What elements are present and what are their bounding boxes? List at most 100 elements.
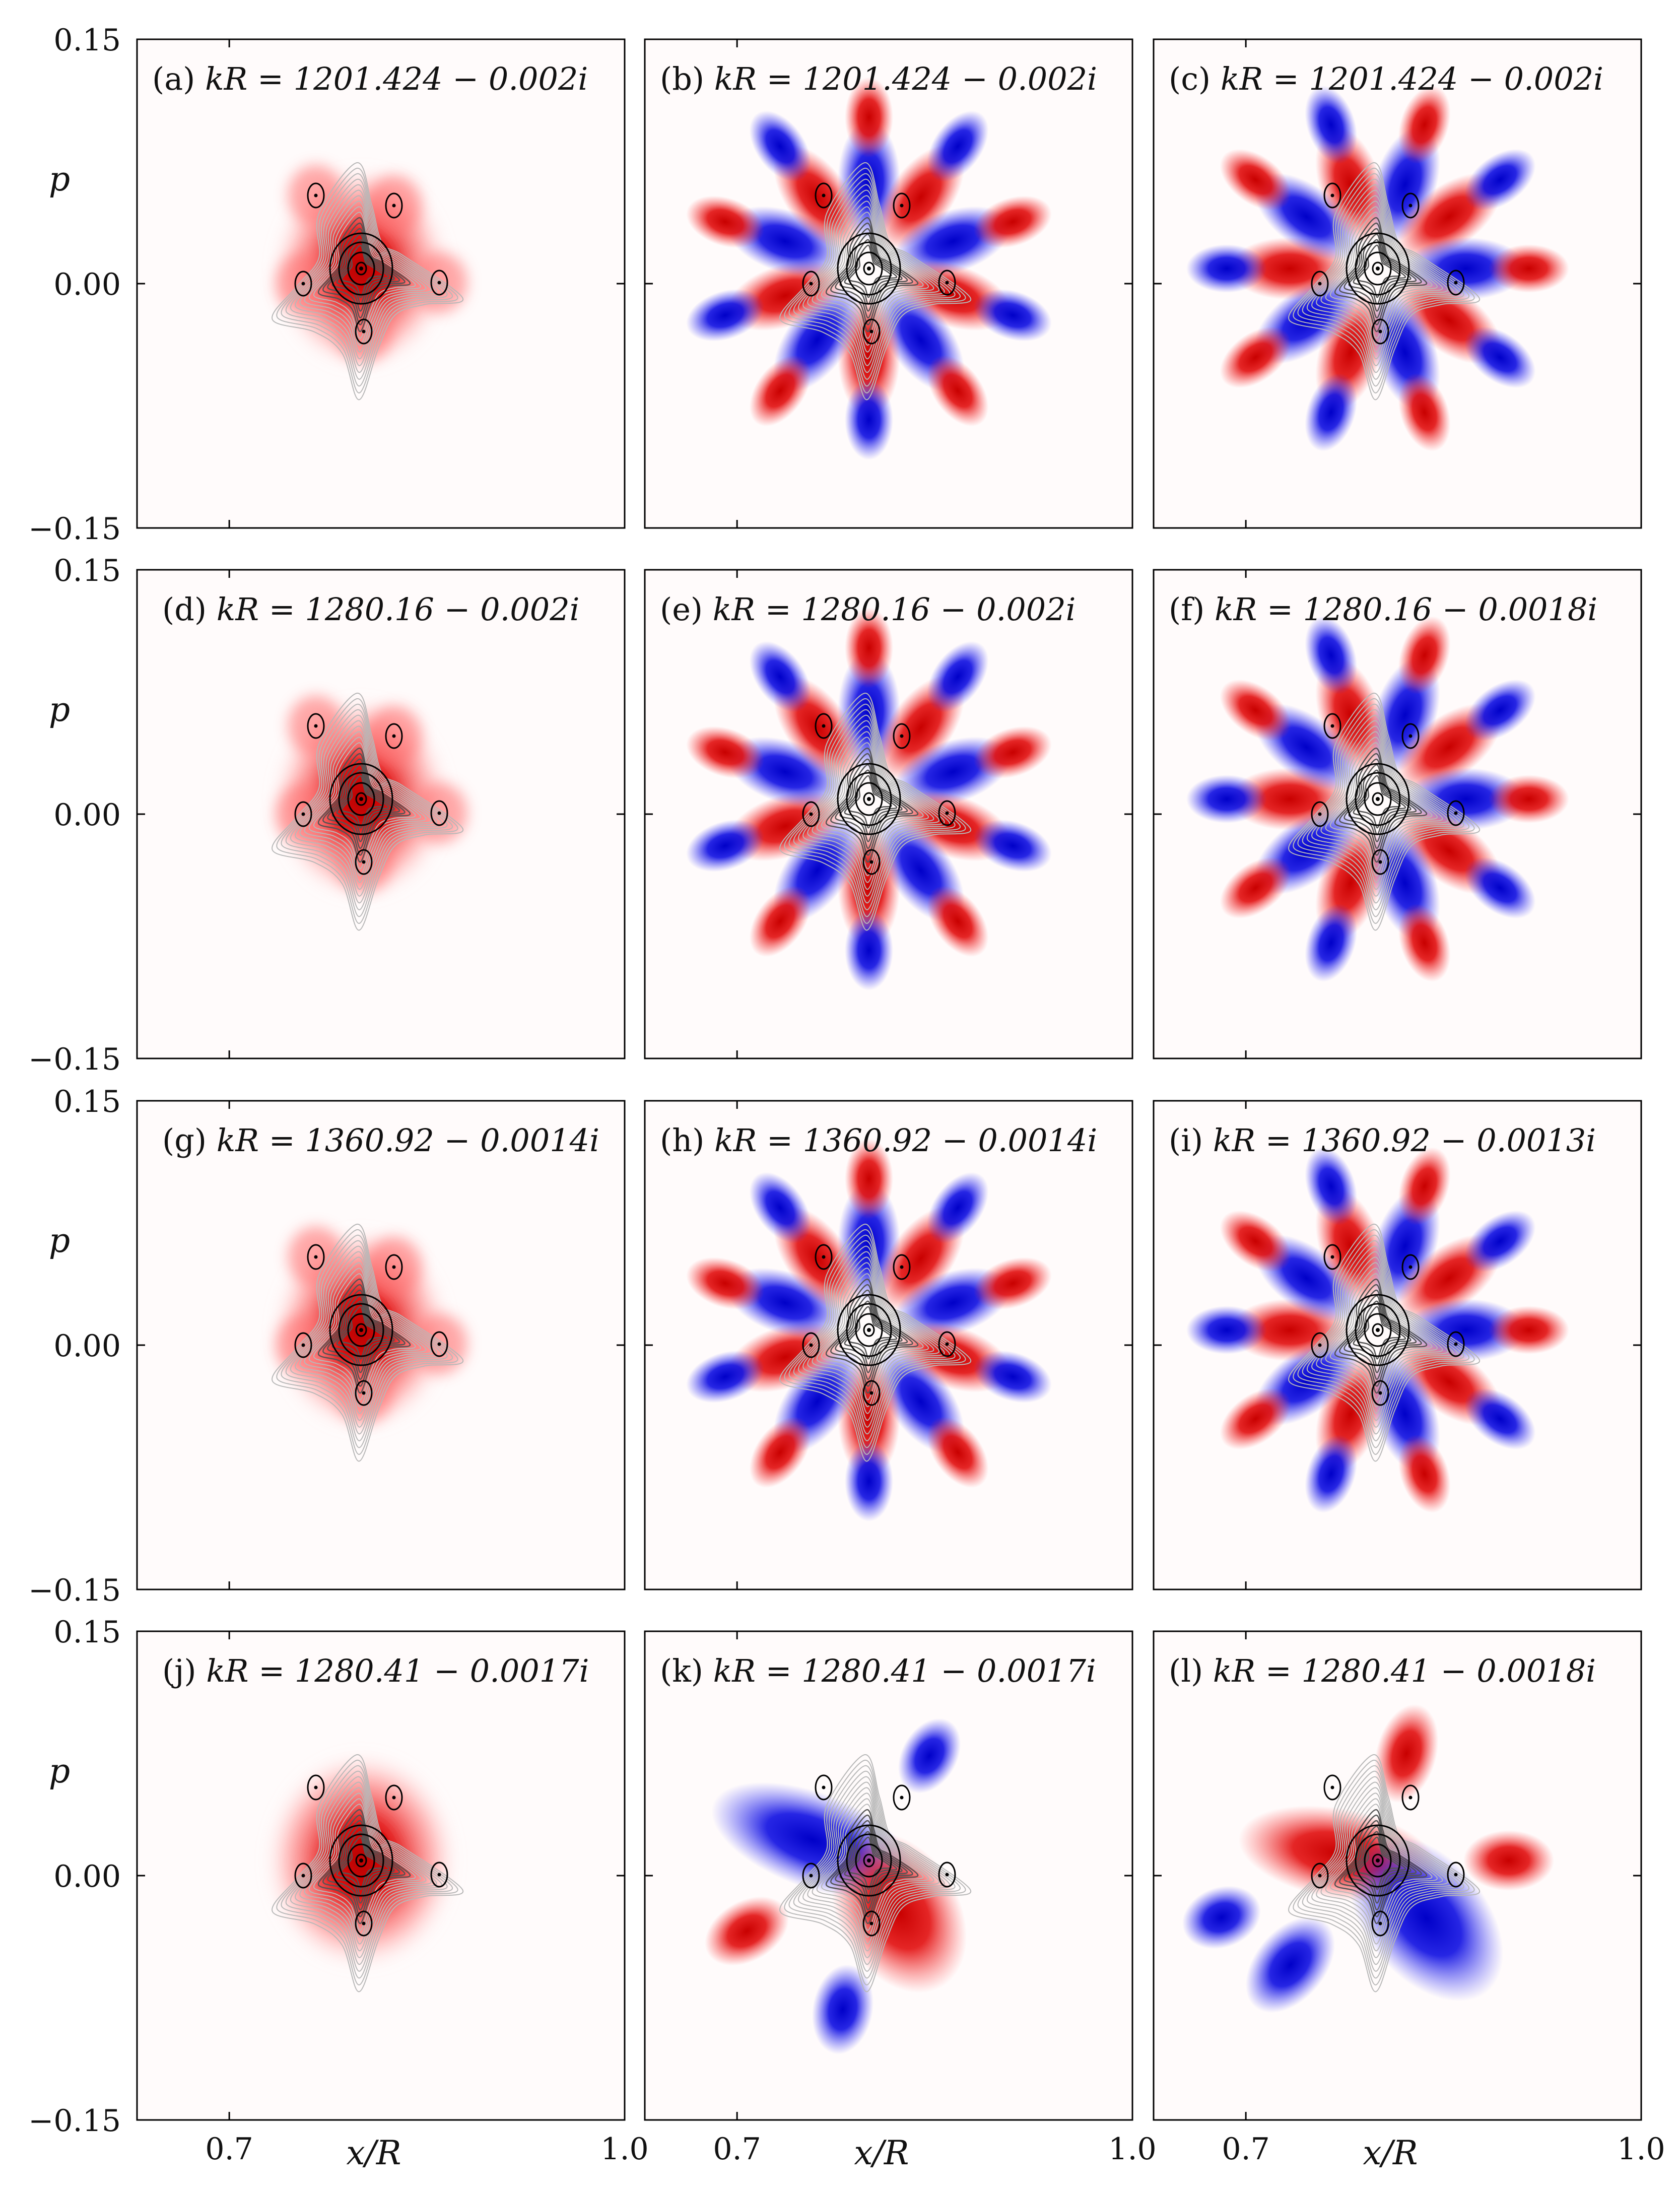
island-point bbox=[1330, 193, 1334, 197]
contour-line bbox=[313, 1273, 416, 1401]
x-axis-label: x/R bbox=[854, 2134, 909, 2172]
contour-line bbox=[341, 775, 384, 829]
x-tick-label: 0.7 bbox=[713, 2132, 761, 2167]
positive-lobe bbox=[845, 77, 893, 158]
contour-line bbox=[816, 1268, 929, 1408]
contour-line bbox=[779, 1224, 971, 1462]
positive-lobe bbox=[1220, 1388, 1291, 1450]
panel-f: (f) kR = 1280.16 − 0.0018i bbox=[1153, 569, 1642, 1059]
positive-lobe bbox=[1220, 857, 1291, 919]
island-point bbox=[1454, 1342, 1458, 1346]
fixed-point bbox=[867, 267, 871, 271]
contour-line bbox=[779, 1754, 971, 1992]
positive-lobe bbox=[927, 355, 989, 427]
island-point bbox=[822, 193, 826, 197]
orbit-contour bbox=[347, 1313, 375, 1347]
fixed-point bbox=[867, 797, 871, 801]
island-contour bbox=[294, 1332, 312, 1358]
island-contour bbox=[1371, 318, 1389, 345]
contour-line bbox=[290, 714, 442, 904]
island-contour bbox=[1323, 1774, 1341, 1801]
island-contour bbox=[294, 1863, 312, 1889]
contour-line bbox=[327, 228, 400, 319]
contour-line bbox=[1311, 1251, 1454, 1428]
contour-line bbox=[299, 1256, 432, 1421]
island-contour bbox=[430, 270, 448, 296]
island-contour bbox=[355, 318, 373, 345]
island-point bbox=[1408, 1796, 1413, 1800]
contour-line bbox=[1307, 184, 1459, 373]
orbit-contour bbox=[1372, 792, 1384, 806]
island-contour bbox=[1323, 182, 1341, 209]
contour-line bbox=[1288, 1224, 1480, 1462]
island-point bbox=[1454, 1873, 1458, 1877]
island-point bbox=[1318, 282, 1322, 286]
island-contour bbox=[355, 849, 373, 875]
island-contour bbox=[815, 182, 833, 209]
contour-line bbox=[341, 1306, 384, 1360]
negative-lobe bbox=[1305, 1434, 1358, 1513]
island-contour bbox=[1371, 1380, 1389, 1406]
orbit-contour bbox=[1346, 1294, 1410, 1366]
contour-line bbox=[816, 737, 929, 877]
island-contour bbox=[1323, 1244, 1341, 1270]
contour-line bbox=[1316, 1256, 1448, 1421]
island-contour bbox=[430, 1862, 448, 1888]
panel-a: (a) kR = 1201.424 − 0.002i bbox=[136, 38, 626, 529]
orbit-contour bbox=[329, 232, 393, 305]
island-contour bbox=[802, 801, 820, 827]
island-contour bbox=[307, 182, 325, 209]
negative-lobe bbox=[1464, 326, 1536, 388]
panel-j: (j) kR = 1280.41 − 0.0017i bbox=[136, 1630, 626, 2121]
contour-line bbox=[327, 1289, 400, 1380]
y-tick-label: 0.00 bbox=[53, 1859, 121, 1894]
contour-line bbox=[276, 1759, 458, 1985]
panel-label: (c) kR = 1201.424 − 0.002i bbox=[1169, 60, 1603, 97]
island-point bbox=[900, 204, 904, 208]
island-point bbox=[392, 204, 396, 208]
contour-line bbox=[784, 698, 966, 924]
island-contour bbox=[1311, 1332, 1329, 1358]
island-contour bbox=[385, 1254, 403, 1280]
island-point bbox=[1408, 734, 1413, 738]
negative-lobe bbox=[686, 289, 765, 342]
island-contour bbox=[1311, 271, 1329, 297]
contour-line bbox=[290, 184, 442, 373]
positive-lobe bbox=[845, 1139, 893, 1219]
x-tick-label: 1.0 bbox=[600, 2132, 648, 2167]
negative-lobe bbox=[1464, 1388, 1536, 1450]
negative-lobe bbox=[1464, 679, 1536, 741]
panel-d: (d) kR = 1280.16 − 0.002i bbox=[136, 569, 626, 1059]
fixed-point bbox=[359, 797, 363, 801]
orbit-contour bbox=[863, 1853, 875, 1868]
island-point bbox=[945, 1342, 949, 1346]
negative-lobe bbox=[749, 1172, 811, 1243]
contour-line bbox=[1357, 1836, 1401, 1890]
negative-lobe bbox=[1305, 86, 1358, 164]
contour-line bbox=[1353, 769, 1406, 836]
island-contour bbox=[1447, 270, 1465, 296]
island-contour bbox=[1401, 723, 1420, 749]
contour-line bbox=[276, 1229, 458, 1455]
orbit-contour bbox=[837, 763, 901, 835]
contour-line bbox=[290, 1776, 442, 1965]
contour-line bbox=[285, 1240, 448, 1441]
contour-line bbox=[821, 1273, 924, 1401]
negative-lobe bbox=[812, 1964, 874, 2054]
orbit-contour bbox=[355, 1853, 367, 1868]
negative-lobe bbox=[845, 1441, 893, 1521]
island-contour bbox=[938, 270, 956, 296]
island-point bbox=[301, 282, 305, 286]
x-axis-label: x/R bbox=[346, 2134, 401, 2172]
contour-line bbox=[779, 693, 971, 931]
island-contour bbox=[862, 318, 881, 345]
island-contour bbox=[862, 1910, 881, 1937]
island-contour bbox=[294, 271, 312, 297]
negative-lobe bbox=[973, 289, 1052, 342]
y-tick-label: 0.15 bbox=[53, 23, 121, 58]
negative-lobe bbox=[1245, 1916, 1335, 2013]
island-point bbox=[809, 282, 813, 286]
orbit-contour bbox=[837, 232, 901, 305]
island-point bbox=[1378, 329, 1382, 334]
contour-line bbox=[844, 239, 898, 305]
